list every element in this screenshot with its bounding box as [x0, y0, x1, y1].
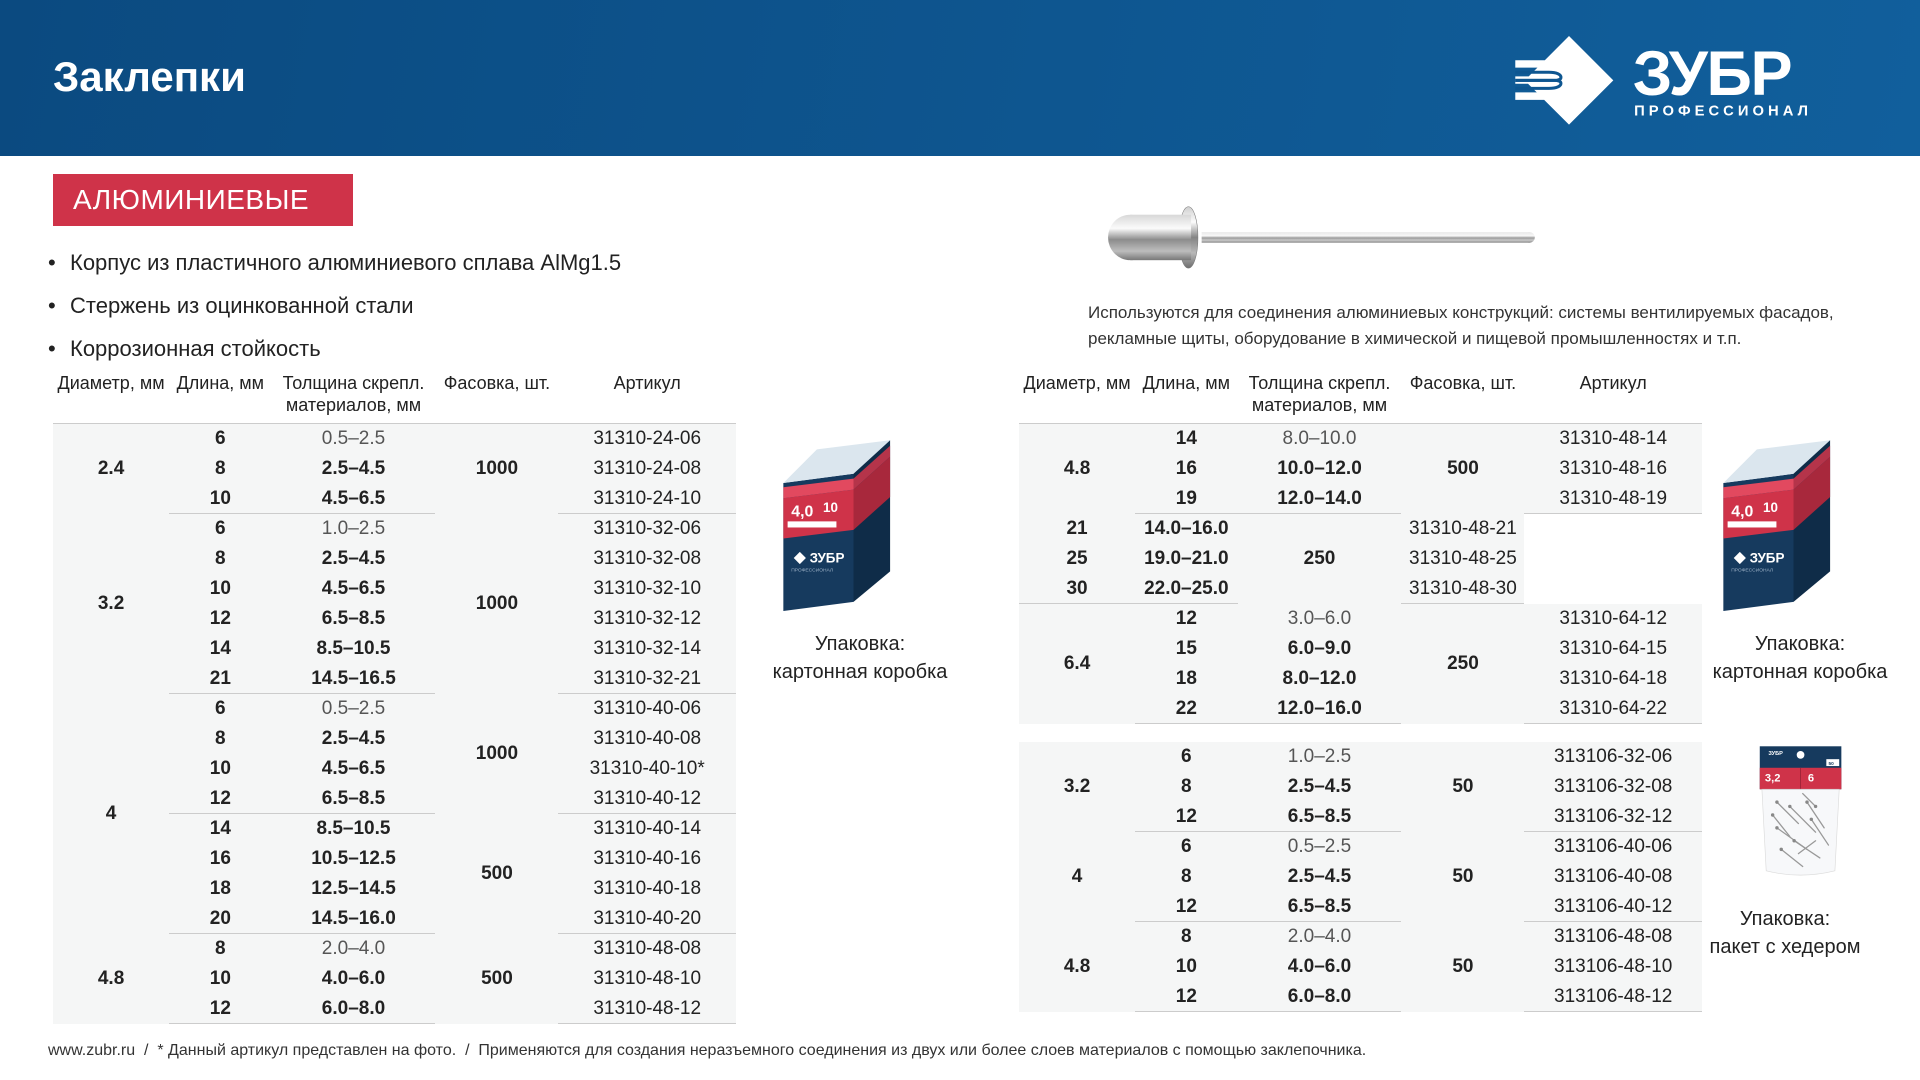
- svg-text:50: 50: [1828, 761, 1834, 767]
- svg-text:ПРОФЕССИОНАЛ: ПРОФЕССИОНАЛ: [1634, 103, 1812, 119]
- svg-text:10: 10: [823, 500, 838, 515]
- svg-text:ПРОФЕССИОНАЛ: ПРОФЕССИОНАЛ: [1731, 567, 1773, 573]
- svg-text:3,2: 3,2: [1765, 773, 1781, 785]
- svg-text:4,0: 4,0: [1731, 504, 1753, 521]
- svg-text:ЗУБР: ЗУБР: [810, 550, 845, 565]
- svg-text:4,0: 4,0: [791, 504, 813, 521]
- svg-text:10: 10: [1763, 500, 1778, 515]
- svg-text:ПРОФЕССИОНАЛ: ПРОФЕССИОНАЛ: [791, 567, 833, 573]
- svg-text:ЗУБР: ЗУБР: [1768, 751, 1783, 757]
- svg-text:6: 6: [1808, 773, 1814, 785]
- svg-text:ЗУБР: ЗУБР: [1633, 39, 1791, 109]
- svg-text:ЗУБР: ЗУБР: [1750, 550, 1785, 565]
